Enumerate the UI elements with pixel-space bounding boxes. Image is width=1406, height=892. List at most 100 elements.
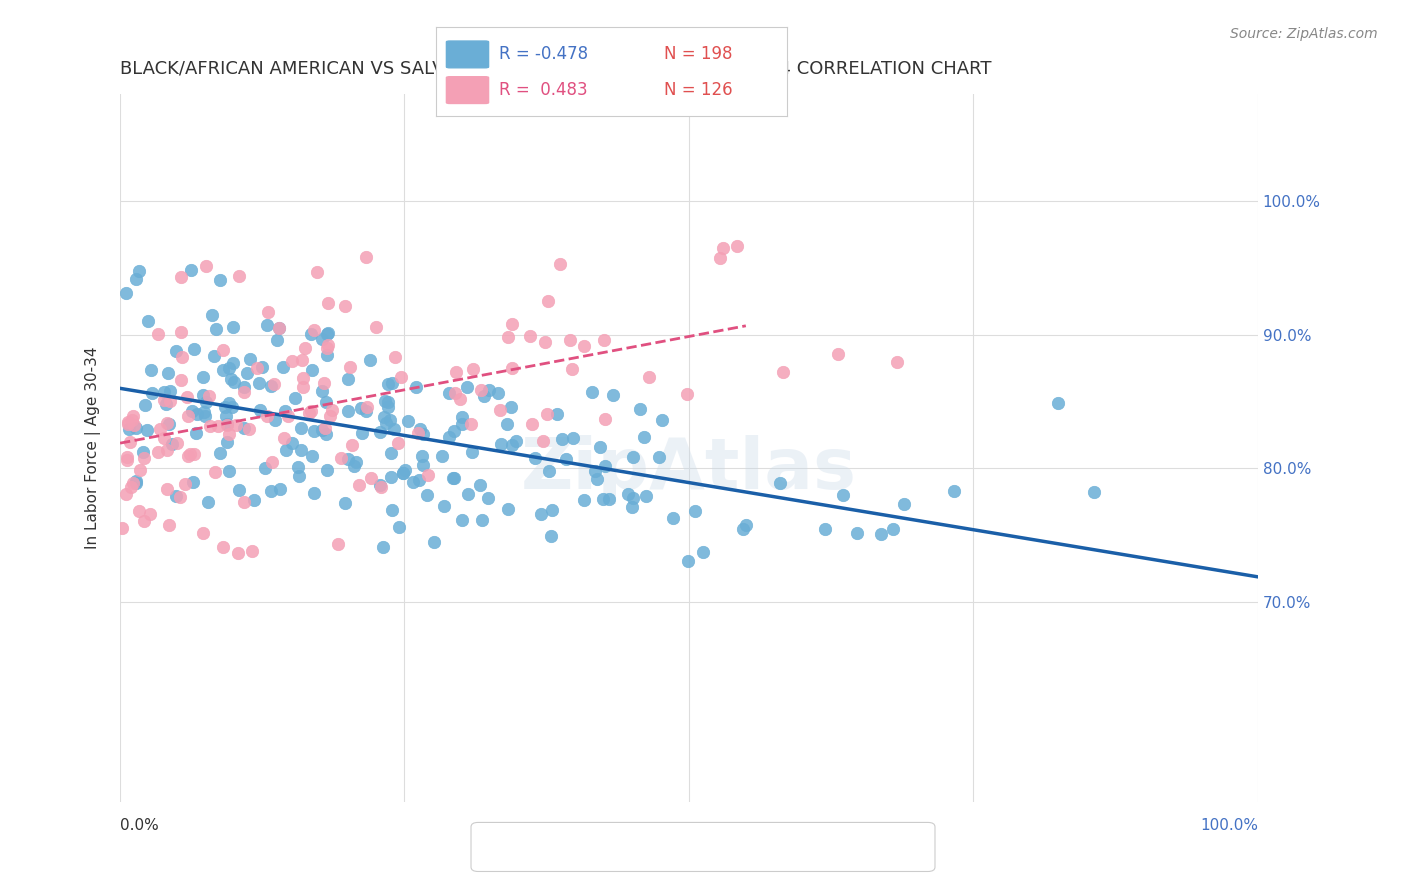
Point xyxy=(249,403,271,417)
Point xyxy=(496,417,519,431)
Point xyxy=(141,386,163,401)
Point xyxy=(598,491,620,506)
Point xyxy=(581,384,603,399)
Point xyxy=(177,409,200,423)
Point xyxy=(531,434,554,449)
Point xyxy=(153,432,176,446)
Point xyxy=(676,387,699,401)
Point xyxy=(558,333,581,347)
Point xyxy=(352,425,374,440)
Point xyxy=(368,478,391,492)
Point xyxy=(165,489,187,503)
Point xyxy=(152,385,174,400)
Point xyxy=(131,444,153,458)
Point xyxy=(166,435,188,450)
Point xyxy=(769,475,792,490)
Point xyxy=(301,363,323,377)
Point xyxy=(224,375,246,389)
Point xyxy=(471,512,494,526)
Point xyxy=(204,322,226,336)
Point xyxy=(489,402,512,417)
Point xyxy=(207,418,229,433)
Point xyxy=(368,425,391,439)
Point xyxy=(538,464,561,478)
Point xyxy=(617,487,640,501)
Text: ●: ● xyxy=(505,838,522,857)
Point xyxy=(337,403,360,417)
Point xyxy=(160,437,183,451)
Point xyxy=(347,478,370,492)
Point xyxy=(633,430,655,444)
Point xyxy=(276,443,298,458)
Point xyxy=(529,507,551,521)
Text: 100.0%: 100.0% xyxy=(1199,818,1258,833)
Text: Blacks/African Americans: Blacks/African Americans xyxy=(534,840,728,855)
Point xyxy=(315,342,337,356)
Point xyxy=(159,384,181,399)
Point xyxy=(337,371,360,385)
Point xyxy=(350,401,373,415)
Point xyxy=(218,396,240,410)
Text: 0.0%: 0.0% xyxy=(120,818,159,833)
Point xyxy=(165,344,187,359)
Point xyxy=(314,420,336,434)
Point xyxy=(217,417,239,432)
Point xyxy=(155,416,177,430)
Point xyxy=(264,413,287,427)
Point xyxy=(201,308,224,322)
Point xyxy=(315,426,337,441)
Point xyxy=(430,449,453,463)
Point xyxy=(183,342,205,356)
Point xyxy=(129,463,152,477)
Point xyxy=(181,403,204,417)
Point xyxy=(406,426,429,441)
Point xyxy=(411,449,433,463)
Point xyxy=(217,435,239,450)
Point xyxy=(170,373,193,387)
Point xyxy=(115,450,138,464)
Point xyxy=(621,450,644,464)
Point xyxy=(540,529,562,543)
Point xyxy=(382,422,405,436)
Point xyxy=(290,421,312,435)
Point xyxy=(316,463,339,477)
Point xyxy=(651,413,673,427)
Point xyxy=(250,360,273,375)
Point xyxy=(634,489,657,503)
Point xyxy=(111,521,134,535)
Point xyxy=(519,328,541,343)
Point xyxy=(134,397,156,411)
Point xyxy=(218,426,240,441)
Point xyxy=(551,432,574,446)
Point xyxy=(260,379,283,393)
Point xyxy=(152,392,174,407)
Point xyxy=(179,447,201,461)
Point xyxy=(374,393,396,408)
Point xyxy=(499,400,522,414)
Point xyxy=(416,488,439,502)
Point xyxy=(256,318,278,333)
Point xyxy=(360,471,382,485)
Point xyxy=(298,406,321,420)
Point xyxy=(183,447,205,461)
Point xyxy=(330,451,353,466)
Point xyxy=(176,390,198,404)
Point xyxy=(195,259,218,273)
Point xyxy=(117,417,139,431)
Point xyxy=(343,458,366,473)
Text: R =  0.483: R = 0.483 xyxy=(499,81,588,99)
Point xyxy=(593,458,616,473)
Point xyxy=(402,475,425,490)
Point xyxy=(589,440,612,454)
Point xyxy=(444,365,467,379)
Point xyxy=(709,251,731,265)
Point xyxy=(211,343,233,357)
Point xyxy=(381,502,404,516)
Point xyxy=(377,376,399,391)
Point xyxy=(501,361,523,376)
Point xyxy=(246,360,269,375)
Point xyxy=(772,365,794,379)
Point xyxy=(132,450,155,465)
Point xyxy=(186,407,208,421)
Point xyxy=(472,389,495,403)
